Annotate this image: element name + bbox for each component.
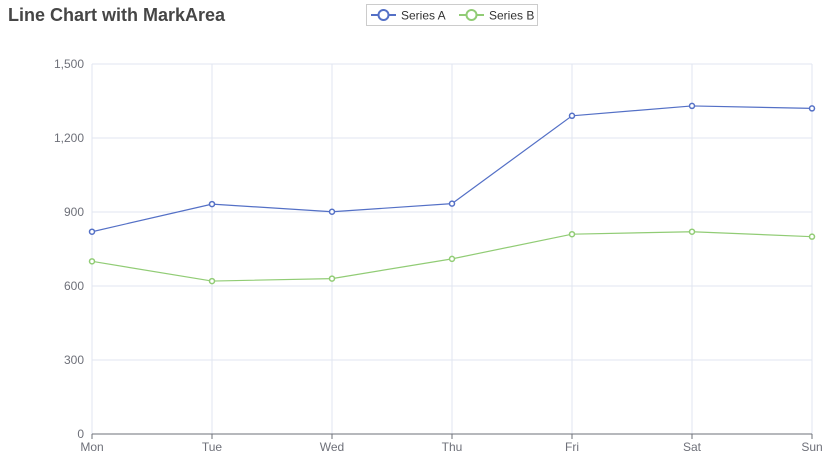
y-tick-label: 900 — [64, 205, 84, 219]
series-b-point — [688, 228, 696, 235]
series-a-point — [808, 105, 816, 112]
legend-svg: Series A Series B — [371, 9, 534, 23]
series-b-point — [328, 275, 336, 282]
y-tick-label: 0 — [77, 427, 84, 441]
legend[interactable]: Series A Series B — [366, 4, 538, 26]
legend-item-series-a[interactable]: Series A — [371, 9, 446, 23]
y-tick-label: 1,200 — [54, 131, 84, 145]
series-a-point — [88, 228, 96, 235]
x-tick-label: Thu — [442, 440, 463, 454]
x-tick-label: Mon — [80, 440, 103, 454]
chart-title: Line Chart with MarkArea — [8, 5, 226, 25]
legend-label-series-a: Series A — [401, 9, 446, 23]
series-a-point — [688, 102, 696, 110]
x-tick-label: Tue — [202, 440, 223, 454]
legend-marker-series-b — [465, 9, 478, 21]
y-tick-label: 300 — [64, 353, 84, 367]
series-b-point — [568, 230, 576, 238]
series-b-point — [208, 277, 216, 285]
series-b-point — [448, 255, 456, 263]
series-a-point — [208, 200, 216, 208]
legend-label-series-b: Series B — [489, 9, 534, 23]
y-tick-label: 1,500 — [54, 57, 84, 71]
x-tick-label: Sat — [683, 440, 702, 454]
y-tick-label: 600 — [64, 279, 84, 293]
legend-item-series-b[interactable]: Series B — [459, 9, 534, 23]
series-b-point — [88, 258, 96, 265]
series-a-point — [328, 208, 336, 216]
x-tick-label: Sun — [801, 440, 822, 454]
x-tick-label: Fri — [565, 440, 579, 454]
series-a-point — [568, 112, 576, 120]
legend-marker-series-a — [377, 9, 390, 21]
x-tick-label: Wed — [320, 440, 344, 454]
series-b-point — [808, 233, 816, 240]
series-a-point — [448, 200, 456, 207]
